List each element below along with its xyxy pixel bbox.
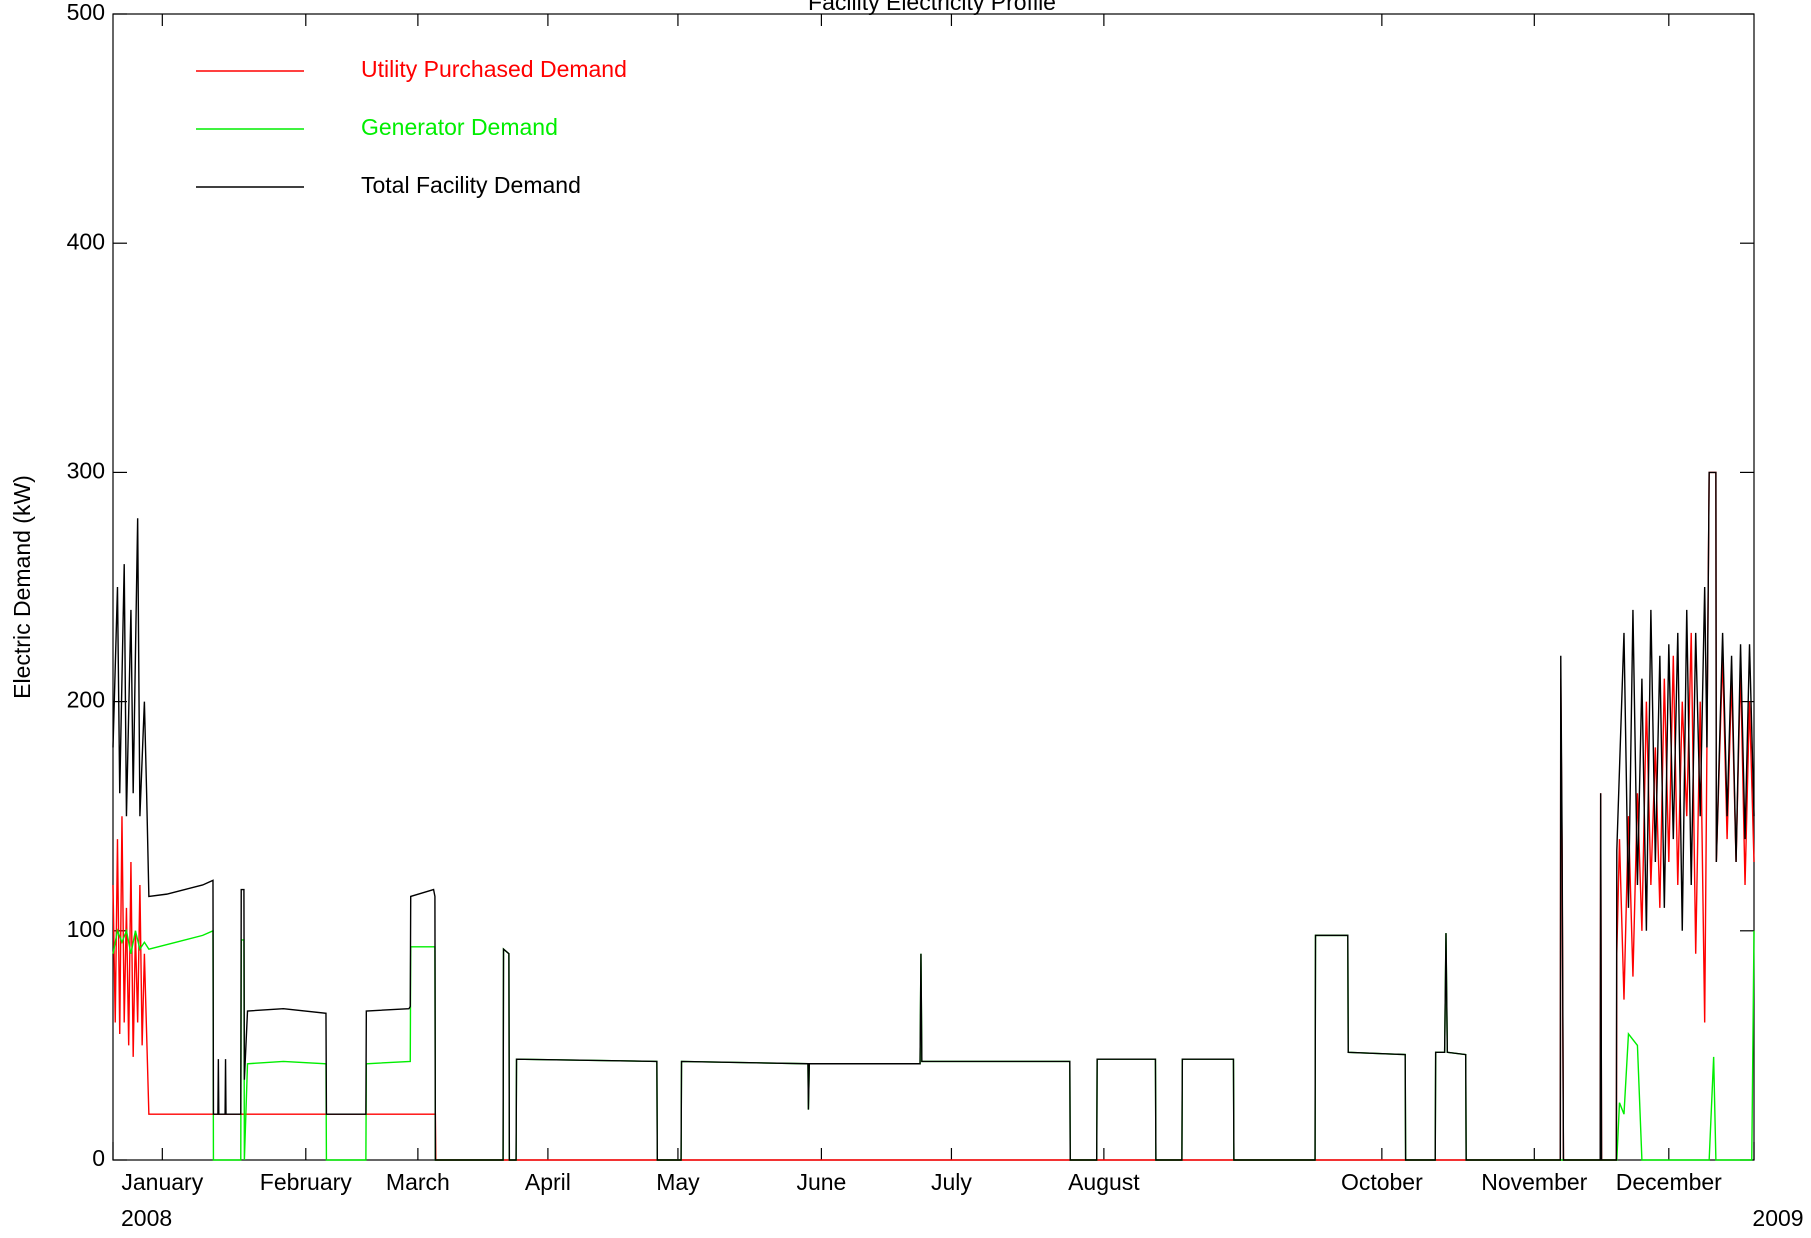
year-label: 2008 bbox=[121, 1205, 172, 1231]
y-tick-label: 500 bbox=[67, 0, 105, 25]
y-tick-label: 100 bbox=[67, 916, 105, 942]
legend-label: Utility Purchased Demand bbox=[361, 56, 627, 82]
y-tick-label: 200 bbox=[67, 687, 105, 713]
series-line bbox=[112, 928, 1755, 1161]
x-tick-label: July bbox=[931, 1169, 972, 1195]
series-line bbox=[112, 471, 1755, 1161]
x-tick-label: January bbox=[121, 1169, 203, 1195]
year-label: 2009 bbox=[1752, 1205, 1803, 1231]
plot-frame bbox=[112, 13, 1755, 1161]
y-axis-label: Electric Demand (kW) bbox=[9, 475, 35, 699]
y-tick-label: 400 bbox=[67, 228, 105, 254]
y-tick-label: 300 bbox=[67, 457, 105, 483]
x-tick-label: October bbox=[1341, 1169, 1423, 1195]
y-tick-label: 0 bbox=[92, 1145, 105, 1171]
x-tick-label: April bbox=[525, 1169, 571, 1195]
x-tick-label: August bbox=[1068, 1169, 1140, 1195]
legend-label: Generator Demand bbox=[361, 114, 558, 140]
x-tick-label: February bbox=[260, 1169, 353, 1195]
chart-title: Facility Electricity Profile bbox=[808, 0, 1056, 15]
x-tick-label: November bbox=[1481, 1169, 1587, 1195]
x-tick-label: May bbox=[656, 1169, 700, 1195]
series-line bbox=[112, 471, 1755, 1161]
legend-label: Total Facility Demand bbox=[361, 172, 581, 198]
x-tick-label: December bbox=[1616, 1169, 1722, 1195]
x-tick-label: June bbox=[796, 1169, 846, 1195]
x-tick-label: March bbox=[386, 1169, 450, 1195]
